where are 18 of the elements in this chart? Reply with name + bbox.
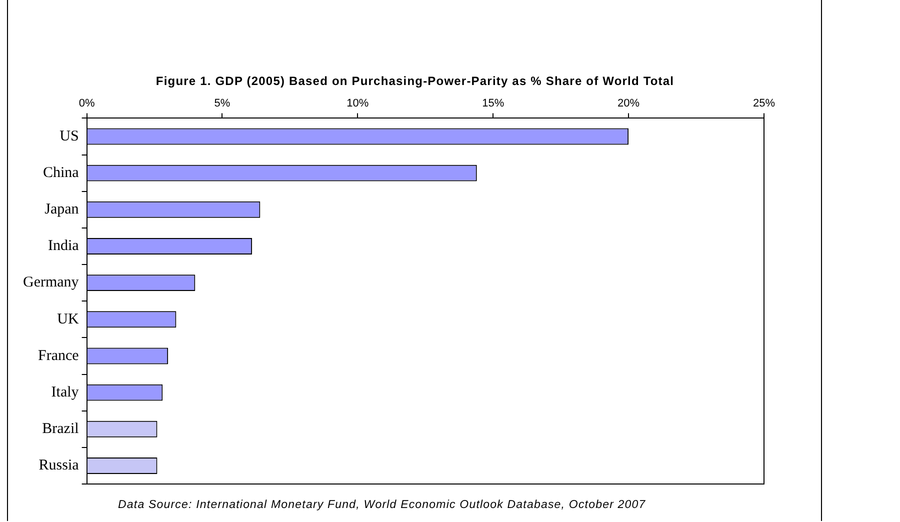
- x-tick-label: 10%: [346, 98, 369, 110]
- y-tick-label: Italy: [51, 384, 80, 400]
- x-tick-label: 25%: [752, 98, 776, 110]
- y-tick-label: Germany: [23, 274, 80, 291]
- x-tick-label: 0%: [78, 98, 95, 110]
- x-tick-label: 5%: [214, 98, 230, 110]
- y-tick-label: UK: [57, 311, 79, 328]
- y-tick-label: Russia: [38, 458, 80, 474]
- x-tick-label: 20%: [618, 98, 640, 110]
- y-tick-label: China: [42, 165, 80, 182]
- source-note: Data Source: International Monetary Fund, World Economic Outlook Database, October 2007: [118, 499, 646, 511]
- y-tick-label: US: [60, 128, 79, 144]
- y-tick-label: France: [38, 348, 80, 364]
- x-tick-label: 15%: [482, 98, 504, 110]
- y-tick-label: Japan: [44, 202, 80, 218]
- y-tick-label: Brazil: [42, 421, 79, 438]
- chart-title: Figure 1. GDP (2005) Based on Purchasing-Power-Parity as % Share of World Total: [154, 74, 676, 88]
- y-tick-label: India: [48, 238, 80, 254]
